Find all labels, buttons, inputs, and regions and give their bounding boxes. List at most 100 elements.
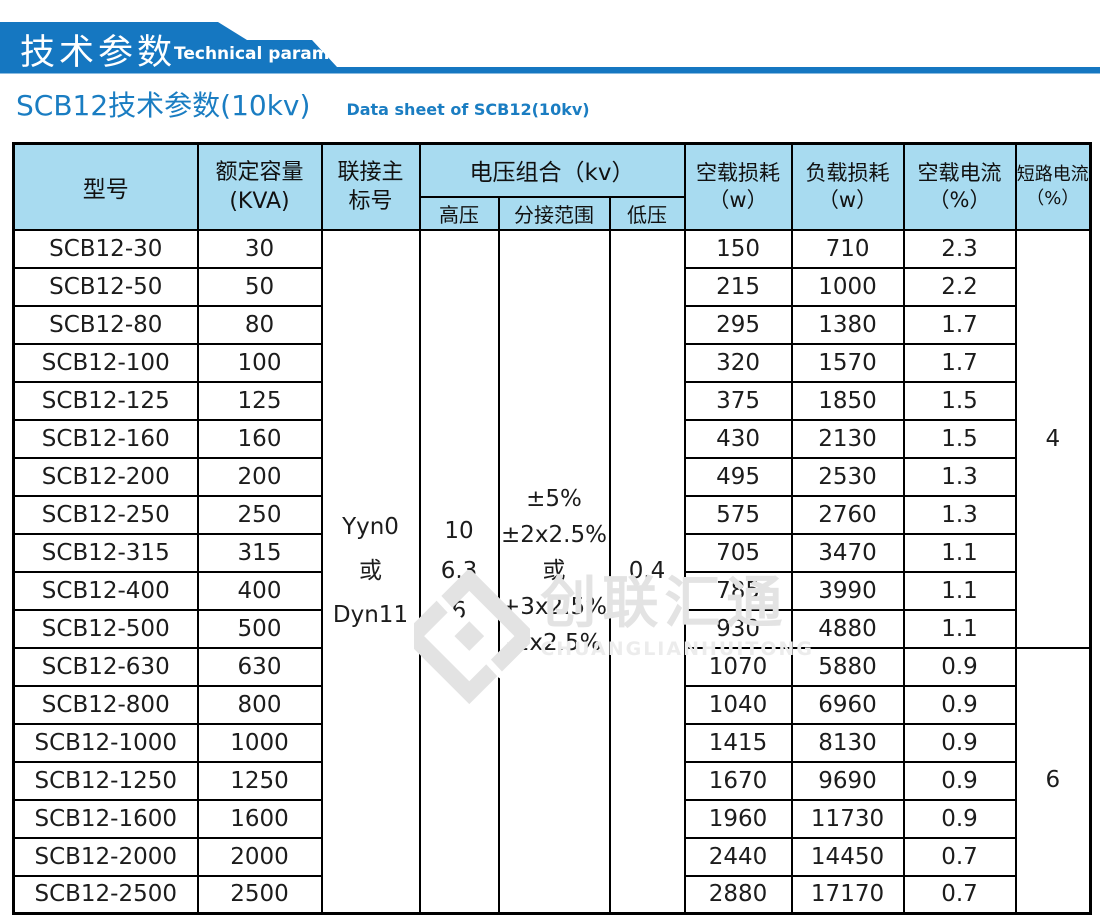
table-header: 型号 额定容量 (KVA) 联接主 标号 电压组合（kv） 空载损耗 （w） 负…: [12, 142, 1092, 231]
cell-hv: 10 6.3 6: [418, 228, 500, 915]
cell-vector-group-line: Dyn11: [332, 602, 409, 629]
cell-load-loss: 2130: [790, 418, 905, 459]
cell-load-loss: 4880: [790, 608, 905, 649]
banner-title-cn: 技术参数: [20, 33, 177, 73]
table-body: SCB12-30 30 Yyn0 或 Dyn11 10 6.3 6 ±5% ±2x2.5% 或+3x…: [12, 228, 1092, 915]
col-header-hv: 高压: [418, 195, 500, 231]
cell-capacity: 100: [196, 342, 323, 383]
col-header-no-load-loss-line1: 空载损耗: [696, 160, 781, 185]
cell-model: SCB12-2500: [12, 874, 199, 915]
cell-tap-range-line: 或+3x2.5%: [501, 558, 607, 621]
cell-no-load-current: 0.9: [902, 684, 1017, 725]
table-row: SCB12-200 200 495 2530 1.3: [12, 456, 1091, 497]
cell-load-loss: 8130: [790, 722, 905, 763]
cell-no-load-current: 0.7: [902, 836, 1017, 877]
table-row: SCB12-630 630 1070 5880 0.9 6: [12, 646, 1092, 915]
table-row: SCB12-400 400 785 3990 1.1: [12, 570, 1091, 611]
cell-capacity: 315: [196, 532, 323, 573]
cell-no-load-current: 0.9: [902, 646, 1017, 687]
cell-no-load-loss: 1040: [683, 684, 793, 725]
page-title: SCB12技术参数(10kv) Data sheet of SCB12(10kv…: [16, 84, 590, 124]
table-row: SCB12-2500 2500 2880 17170 0.7: [12, 874, 1091, 915]
cell-model: SCB12-800: [12, 684, 199, 725]
cell-load-loss: 11730: [790, 798, 905, 839]
col-header-capacity-line2: (KVA): [229, 188, 290, 214]
cell-capacity: 250: [196, 494, 323, 535]
cell-vector-group: Yyn0 或 Dyn11: [320, 228, 421, 915]
col-header-no-load-current-line1: 空载电流: [917, 160, 1002, 185]
cell-tap-range: ±5% ±2x2.5% 或+3x2.5% -1x2.5%: [497, 228, 611, 915]
cell-short-circuit-current: 4: [1014, 228, 1092, 649]
cell-load-loss: 2760: [790, 494, 905, 535]
banner: 技术参数 Technical parameter: [0, 0, 1100, 80]
cell-model: SCB12-1600: [12, 798, 199, 839]
table-row: SCB12-1250 1250 1670 9690 0.9: [12, 760, 1091, 801]
cell-capacity: 500: [196, 608, 323, 649]
cell-no-load-loss: 1415: [683, 722, 793, 763]
col-header-vector-group: 联接主 标号: [320, 142, 421, 231]
cell-model: SCB12-125: [12, 380, 199, 421]
cell-capacity: 30: [196, 228, 323, 269]
cell-model: SCB12-30: [12, 228, 199, 269]
cell-vector-group-line: Yyn0: [342, 514, 399, 541]
table-row: SCB12-1000 1000 1415 8130 0.9: [12, 722, 1091, 763]
cell-no-load-current: 0.9: [902, 798, 1017, 839]
table-row: SCB12-50 50 215 1000 2.2: [12, 266, 1091, 307]
table-row: SCB12-2000 2000 2440 14450 0.7: [12, 836, 1091, 877]
cell-no-load-loss: 150: [683, 228, 793, 269]
cell-tap-range-line: ±2x2.5%: [501, 522, 607, 549]
header-row-1: 型号 额定容量 (KVA) 联接主 标号 电压组合（kv） 空载损耗 （w） 负…: [12, 142, 1092, 231]
col-header-no-load-loss-line2: （w）: [708, 187, 768, 212]
cell-load-loss: 5880: [790, 646, 905, 687]
cell-no-load-loss: 295: [683, 304, 793, 345]
cell-tap-range-line: -1x2.5%: [506, 630, 602, 657]
cell-model: SCB12-80: [12, 304, 199, 345]
cell-lv-line: 0.4: [628, 558, 666, 585]
cell-model: SCB12-500: [12, 608, 199, 649]
col-header-voltage-group: 电压组合（kv）: [418, 142, 686, 198]
cell-model: SCB12-200: [12, 456, 199, 497]
cell-no-load-loss: 930: [683, 608, 793, 649]
cell-capacity: 200: [196, 456, 323, 497]
cell-load-loss: 1000: [790, 266, 905, 307]
col-header-no-load-loss: 空载损耗 （w）: [683, 142, 793, 231]
cell-no-load-current: 1.3: [902, 456, 1017, 497]
cell-load-loss: 3990: [790, 570, 905, 611]
cell-capacity: 2000: [196, 836, 323, 877]
cell-load-loss: 1380: [790, 304, 905, 345]
table-row: SCB12-800 800 1040 6960 0.9: [12, 684, 1091, 725]
cell-no-load-loss: 430: [683, 418, 793, 459]
cell-no-load-current: 1.5: [902, 380, 1017, 421]
col-header-load-loss: 负载损耗 （w）: [790, 142, 905, 231]
cell-model: SCB12-100: [12, 342, 199, 383]
table-row: SCB12-250 250 575 2760 1.3: [12, 494, 1091, 535]
col-header-short-circuit-line1: 短路电流: [1016, 163, 1089, 185]
cell-lv: 0.4: [608, 228, 686, 915]
cell-model: SCB12-1250: [12, 760, 199, 801]
cell-hv-line: 10: [444, 518, 474, 545]
cell-load-loss: 6960: [790, 684, 905, 725]
cell-capacity: 1600: [196, 798, 323, 839]
col-header-short-circuit-line2: （%）: [1026, 187, 1080, 209]
header-row-2: 高压 分接范围 低压: [14, 195, 1091, 231]
cell-capacity: 1250: [196, 760, 323, 801]
cell-hv-line: 6: [451, 598, 467, 625]
table-row: SCB12-160 160 430 2130 1.5: [12, 418, 1091, 459]
col-header-vector-line1: 联接主: [337, 159, 404, 185]
cell-load-loss: 17170: [790, 874, 905, 915]
cell-no-load-loss: 575: [683, 494, 793, 535]
table-row: SCB12-125 125 375 1850 1.5: [12, 380, 1091, 421]
cell-load-loss: 2530: [790, 456, 905, 497]
col-header-lv: 低压: [608, 195, 686, 231]
cell-load-loss: 1850: [790, 380, 905, 421]
cell-hv-line: 6.3: [440, 558, 478, 585]
cell-no-load-current: 1.1: [902, 570, 1017, 611]
cell-no-load-loss: 2440: [683, 836, 793, 877]
cell-capacity: 400: [196, 570, 323, 611]
cell-no-load-current: 0.9: [902, 760, 1017, 801]
cell-no-load-current: 1.7: [902, 304, 1017, 345]
col-header-load-loss-line2: （w）: [817, 187, 878, 212]
cell-capacity: 80: [196, 304, 323, 345]
cell-capacity: 630: [196, 646, 323, 687]
